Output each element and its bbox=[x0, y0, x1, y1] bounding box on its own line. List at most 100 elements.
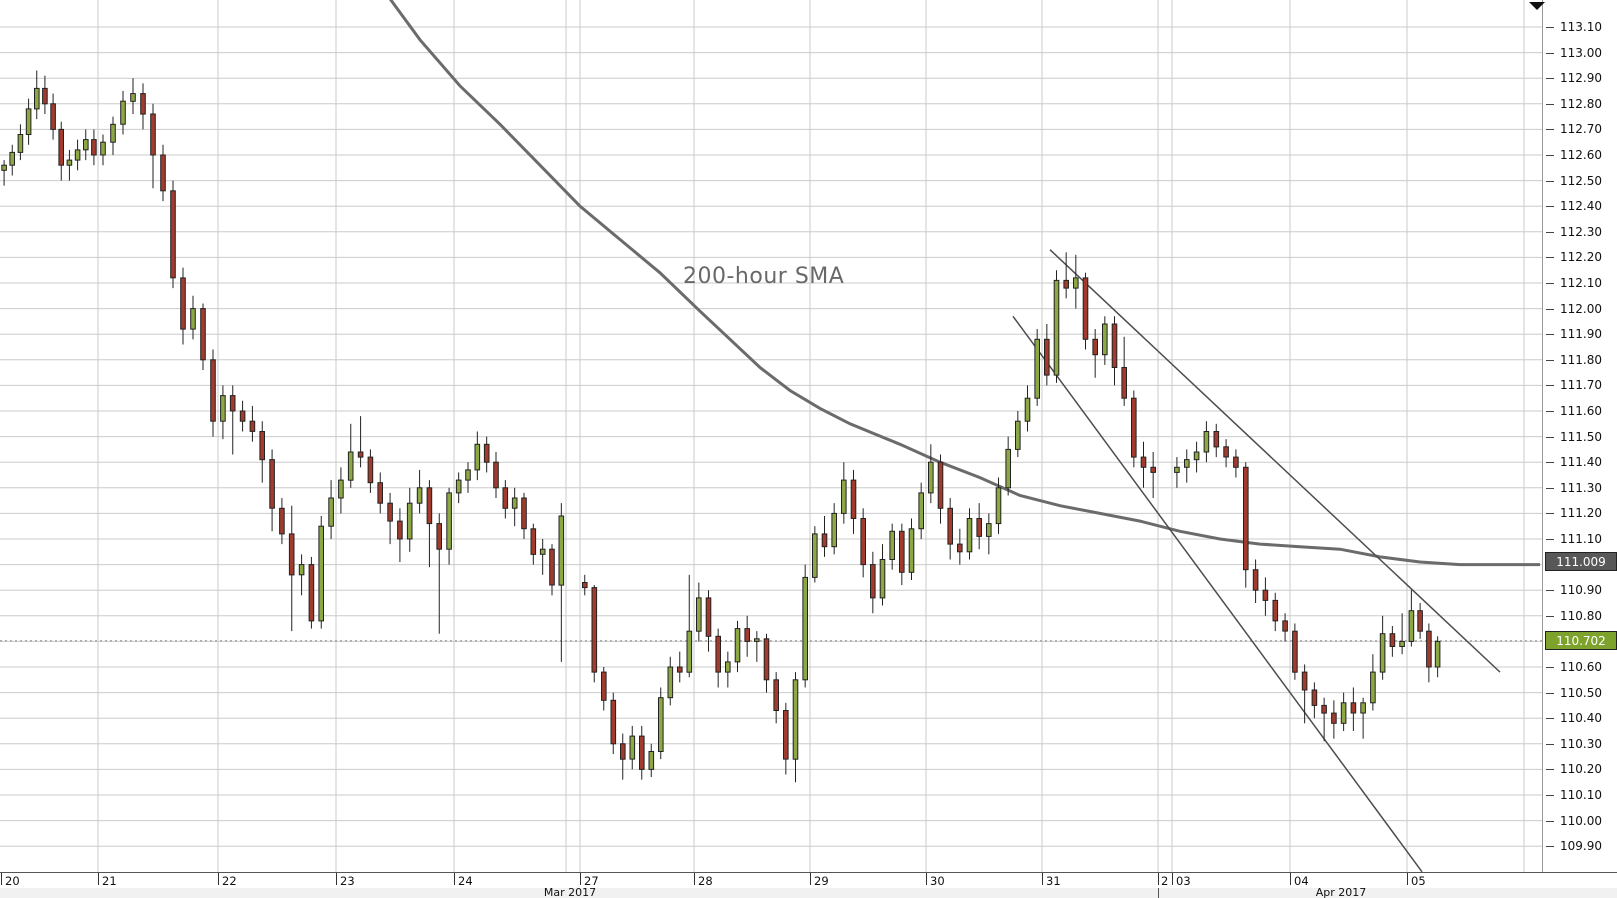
price-tick: 111.90 bbox=[1543, 327, 1617, 341]
day-tick bbox=[454, 873, 455, 885]
tick-dash-icon bbox=[1546, 180, 1554, 182]
day-label: 29 bbox=[814, 874, 829, 888]
price-tick-label: 110.30 bbox=[1560, 736, 1602, 751]
price-tick: 111.80 bbox=[1543, 353, 1617, 367]
month-strip[interactable]: Mar 2017 Apr 2017 bbox=[0, 886, 1617, 898]
tick-dash-icon bbox=[1546, 27, 1554, 28]
price-tick-label: 110.00 bbox=[1560, 813, 1602, 828]
tick-dash-icon bbox=[1546, 820, 1554, 822]
day-tick bbox=[926, 873, 927, 885]
price-tick-label: 112.30 bbox=[1560, 224, 1602, 239]
down-triangle-icon[interactable] bbox=[1529, 2, 1545, 10]
day-tick bbox=[694, 873, 695, 885]
price-tick: 110.60 bbox=[1543, 660, 1617, 674]
price-tick: 111.70 bbox=[1543, 378, 1617, 392]
tick-dash-icon bbox=[1546, 539, 1554, 540]
tick-dash-icon bbox=[1546, 769, 1554, 771]
tick-dash-icon bbox=[1546, 411, 1554, 412]
price-tick-label: 110.80 bbox=[1560, 608, 1602, 623]
price-tick: 112.60 bbox=[1543, 148, 1617, 162]
tick-dash-icon bbox=[1546, 385, 1554, 387]
price-tick: 112.00 bbox=[1543, 302, 1617, 316]
price-tick-label: 112.60 bbox=[1560, 148, 1602, 162]
trendlines-layer[interactable] bbox=[1012, 249, 1501, 872]
price-tick-label: 111.50 bbox=[1560, 429, 1602, 444]
day-label: 23 bbox=[340, 874, 355, 888]
tick-dash-icon bbox=[1546, 206, 1554, 208]
price-tick-label: 112.90 bbox=[1560, 71, 1602, 86]
sma-200-line[interactable] bbox=[389, 0, 1540, 567]
price-tick: 112.20 bbox=[1543, 250, 1617, 264]
price-tick: 110.20 bbox=[1543, 762, 1617, 776]
price-tick-label: 111.30 bbox=[1560, 480, 1602, 495]
day-tick bbox=[810, 873, 811, 885]
price-tick: 111.10 bbox=[1543, 532, 1617, 546]
price-tick: 113.00 bbox=[1543, 46, 1617, 60]
price-tick-label: 110.90 bbox=[1560, 583, 1602, 598]
price-tick-label: 111.70 bbox=[1560, 378, 1602, 393]
day-label: 31 bbox=[1046, 874, 1061, 888]
price-tick-label: 111.90 bbox=[1560, 327, 1602, 342]
horizontal-gridlines bbox=[0, 26, 1542, 847]
day-tick bbox=[1290, 873, 1291, 885]
price-tick: 111.50 bbox=[1543, 430, 1617, 444]
price-tick: 111.60 bbox=[1543, 404, 1617, 418]
tick-dash-icon bbox=[1546, 487, 1554, 489]
price-tick: 112.30 bbox=[1543, 225, 1617, 239]
price-tick-label: 112.40 bbox=[1560, 199, 1602, 214]
day-label: 04 bbox=[1294, 874, 1309, 888]
price-tick-label: 110.60 bbox=[1560, 660, 1602, 674]
tick-dash-icon bbox=[1546, 283, 1554, 284]
tick-dash-icon bbox=[1546, 155, 1554, 156]
price-tick: 111.20 bbox=[1543, 506, 1617, 520]
time-scale-axis[interactable]: 20 21 22 23 24 27 28 29 30 31 2 03 04 05 bbox=[0, 872, 1617, 889]
price-tick-label: 110.20 bbox=[1560, 762, 1602, 777]
price-tick: 112.90 bbox=[1543, 71, 1617, 85]
day-tick bbox=[1407, 873, 1408, 885]
price-tick: 110.30 bbox=[1543, 737, 1617, 751]
tick-dash-icon bbox=[1546, 78, 1554, 80]
day-tick bbox=[336, 873, 337, 885]
price-scale-axis[interactable]: 113.10 113.00 112.90 112.80 112.70 112.60 112.… bbox=[1542, 0, 1617, 872]
tick-dash-icon bbox=[1546, 257, 1554, 259]
price-tick-label: 113.00 bbox=[1560, 45, 1602, 60]
day-label: 2 bbox=[1161, 874, 1169, 888]
price-tick: 109.90 bbox=[1543, 839, 1617, 853]
upper-channel-line bbox=[1049, 249, 1501, 673]
price-tick-label: 112.80 bbox=[1560, 96, 1602, 111]
day-tick bbox=[1172, 873, 1173, 885]
day-tick bbox=[1042, 873, 1043, 885]
day-tick bbox=[98, 873, 99, 885]
tick-dash-icon bbox=[1546, 129, 1554, 131]
day-label: 27 bbox=[584, 874, 599, 888]
tick-dash-icon bbox=[1546, 513, 1554, 515]
price-chart-plot[interactable] bbox=[0, 0, 1542, 872]
tick-dash-icon bbox=[1546, 231, 1554, 233]
sma-text-annotation: 200-hour SMA bbox=[683, 264, 845, 289]
day-label: 20 bbox=[5, 874, 20, 888]
price-tick-label: 111.80 bbox=[1560, 352, 1602, 367]
price-tick-label: 111.60 bbox=[1560, 404, 1602, 418]
tick-dash-icon bbox=[1546, 795, 1554, 796]
price-tick: 112.70 bbox=[1543, 122, 1617, 136]
tick-dash-icon bbox=[1546, 103, 1554, 105]
tick-dash-icon bbox=[1546, 462, 1554, 464]
price-tick-label: 111.40 bbox=[1560, 455, 1602, 470]
price-tick-label: 112.70 bbox=[1560, 122, 1602, 137]
price-tick: 110.90 bbox=[1543, 583, 1617, 597]
price-tick-label: 113.10 bbox=[1560, 20, 1602, 34]
day-tick bbox=[1158, 873, 1159, 885]
price-tick: 112.80 bbox=[1543, 97, 1617, 111]
sma-value-badge: 111.009 bbox=[1545, 552, 1617, 572]
price-tick: 110.80 bbox=[1543, 609, 1617, 623]
price-tick-label: 112.20 bbox=[1560, 250, 1602, 265]
price-tick-label: 111.10 bbox=[1560, 532, 1602, 546]
tick-dash-icon bbox=[1546, 308, 1554, 310]
day-tick bbox=[1, 873, 2, 885]
price-tick-label: 109.90 bbox=[1560, 839, 1602, 854]
day-label: 22 bbox=[222, 874, 237, 888]
price-tick-label: 112.10 bbox=[1560, 276, 1602, 290]
tick-dash-icon bbox=[1546, 334, 1554, 336]
tick-dash-icon bbox=[1546, 846, 1554, 848]
day-tick bbox=[580, 873, 581, 885]
